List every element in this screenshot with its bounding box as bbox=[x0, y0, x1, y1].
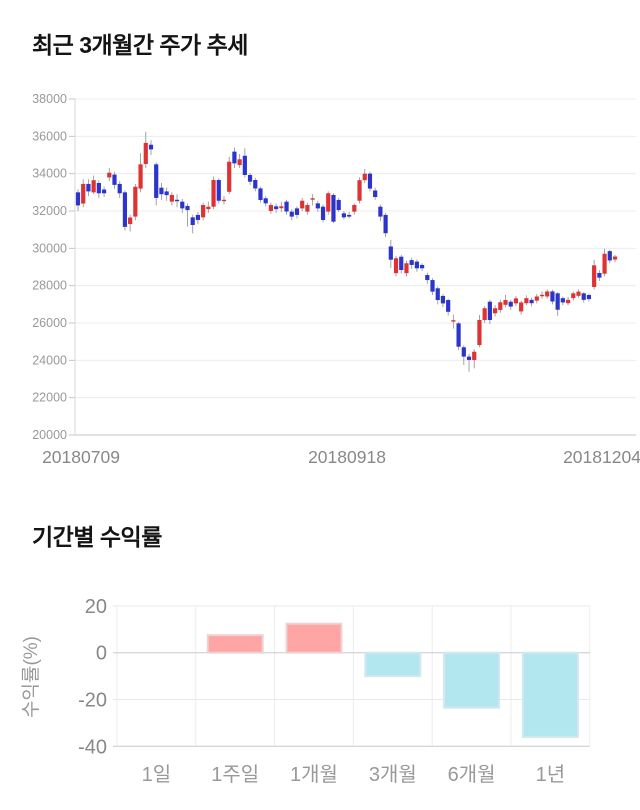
svg-text:3개월: 3개월 bbox=[369, 763, 417, 786]
svg-text:20181204: 20181204 bbox=[563, 447, 640, 465]
svg-text:28000: 28000 bbox=[32, 279, 67, 293]
price-candlestick-chart: 38000 36000 34000 32000 30000 28000 26000 24000… bbox=[32, 92, 640, 465]
svg-text:30000: 30000 bbox=[32, 241, 67, 255]
svg-text:수익률(%): 수익률(%) bbox=[20, 636, 42, 718]
price-chart-title: 최근 3개월간 주가 추세 bbox=[32, 32, 248, 58]
svg-text:34000: 34000 bbox=[32, 167, 67, 181]
svg-text:20180918: 20180918 bbox=[308, 447, 386, 465]
svg-text:24000: 24000 bbox=[32, 353, 67, 367]
returns-chart-title: 기간별 수익률 bbox=[32, 524, 162, 550]
svg-text:22000: 22000 bbox=[32, 391, 67, 405]
svg-text:1주일: 1주일 bbox=[211, 763, 259, 786]
svg-text:0: 0 bbox=[96, 643, 107, 665]
svg-text:20000: 20000 bbox=[32, 428, 67, 442]
svg-text:20: 20 bbox=[85, 596, 107, 618]
svg-text:1일: 1일 bbox=[142, 763, 172, 786]
svg-text:36000: 36000 bbox=[32, 129, 67, 143]
svg-text:26000: 26000 bbox=[32, 316, 67, 330]
svg-text:-40: -40 bbox=[78, 736, 107, 758]
svg-text:6개월: 6개월 bbox=[448, 763, 496, 786]
svg-text:1개월: 1개월 bbox=[290, 763, 338, 786]
svg-text:32000: 32000 bbox=[32, 204, 67, 218]
returns-bar-chart: 20 0 -20 -40 1일 1주일 1개월 3개월 6개월 1년 수익률(%) bbox=[20, 596, 591, 786]
svg-text:-20: -20 bbox=[78, 690, 107, 712]
svg-text:20180709: 20180709 bbox=[42, 447, 120, 465]
svg-text:1년: 1년 bbox=[536, 763, 566, 786]
svg-text:38000: 38000 bbox=[32, 92, 67, 106]
